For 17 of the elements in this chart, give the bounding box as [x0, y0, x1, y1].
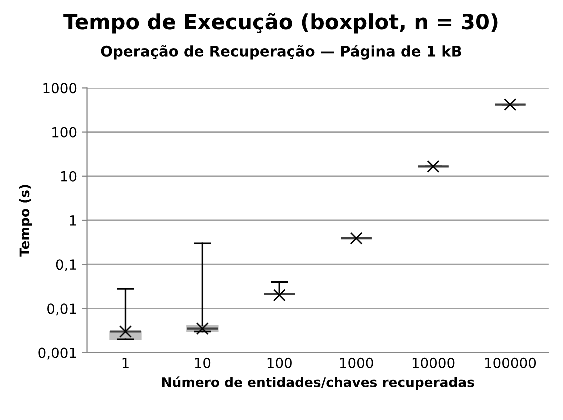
x-tick-label: 10000	[412, 358, 455, 368]
x-tick-label: 1	[122, 358, 129, 368]
y-tick-label: 0,1	[56, 260, 76, 272]
y-axis-title: Tempo (s)	[19, 185, 32, 257]
chart-subtitle: Operação de Recuperação — Página de 1 kB	[101, 45, 462, 60]
y-tick-label: 0,001	[38, 348, 76, 360]
y-tick-label: 100	[52, 127, 77, 138]
y-tick-label: 10	[61, 171, 77, 182]
x-tick-label: 1000	[340, 358, 374, 368]
x-tick-label: 10	[195, 358, 211, 368]
x-tick-label: 100000	[485, 358, 536, 368]
y-tick-label: 0,01	[48, 304, 76, 316]
x-tick-label: 100	[268, 358, 292, 368]
y-tick-label: 1	[70, 216, 76, 226]
x-axis-title: Número de entidades/chaves recuperadas	[162, 376, 474, 390]
chart-title: Tempo de Execução (boxplot, n = 30)	[64, 13, 498, 34]
y-tick-label: 1000	[44, 83, 77, 94]
